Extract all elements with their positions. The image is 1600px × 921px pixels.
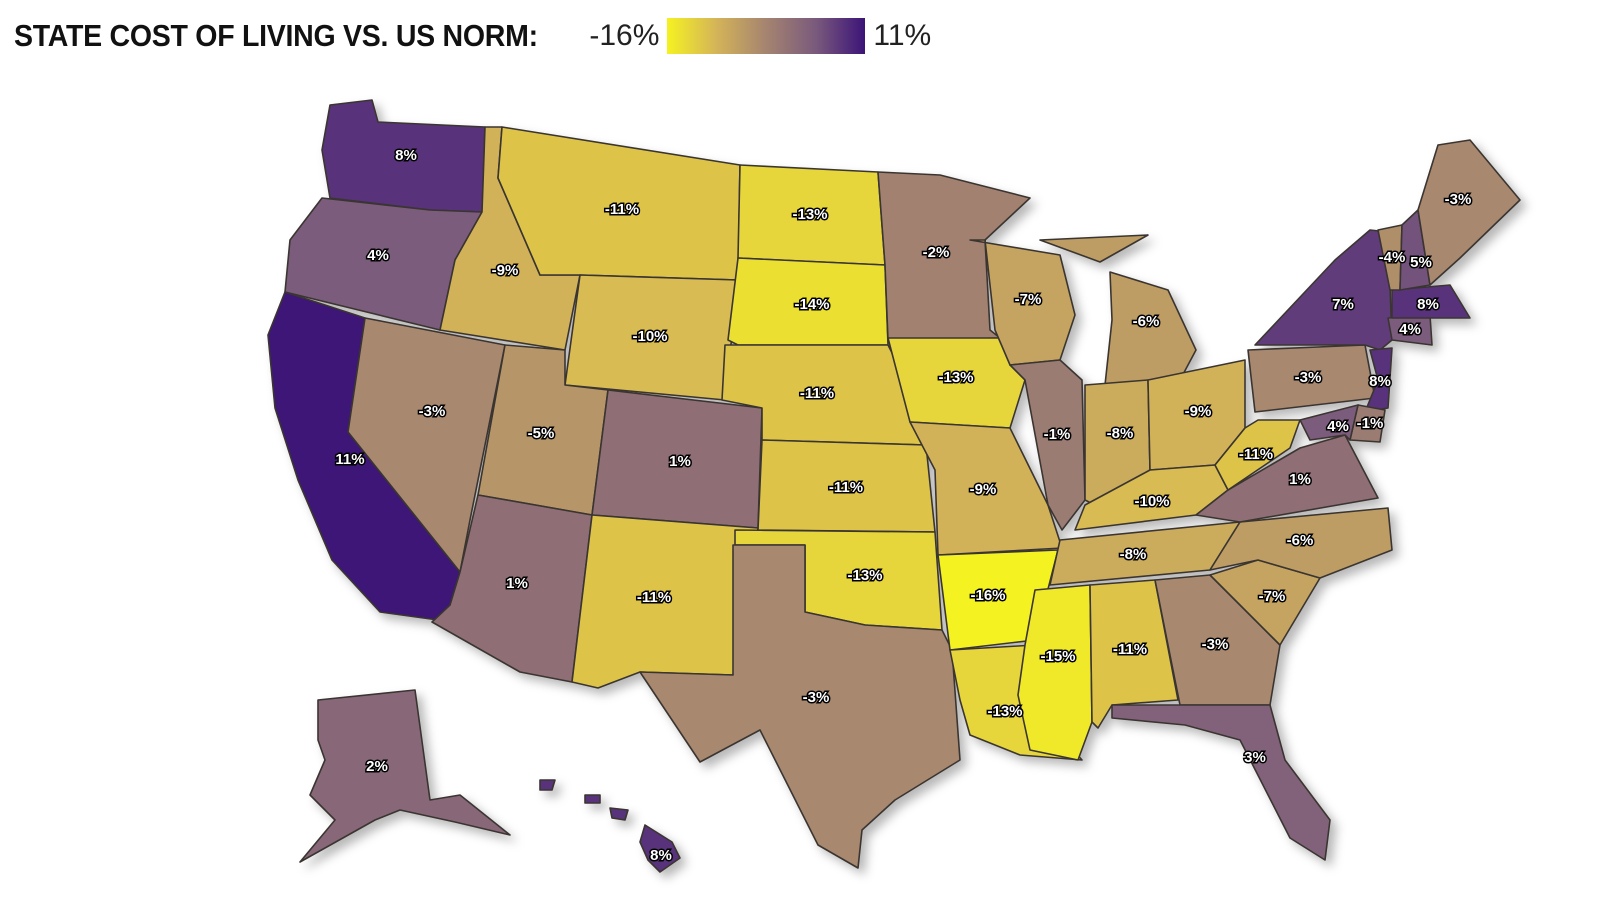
state-label-ny: 7%	[1332, 296, 1354, 313]
state-md	[1299, 404, 1359, 441]
state-label-va: 1%	[1289, 471, 1311, 488]
state-label-ga: -3%	[1202, 636, 1229, 653]
state-label-tx: -3%	[803, 689, 830, 706]
state-label-al: -11%	[1113, 641, 1147, 658]
state-label-oh: -9%	[1185, 403, 1212, 420]
state-tx	[639, 544, 961, 869]
state-label-nm: -11%	[637, 589, 671, 606]
state-label-ca: 11%	[335, 451, 364, 468]
state-label-nj: 8%	[1369, 373, 1391, 390]
state-nv	[347, 317, 506, 573]
state-hi	[539, 779, 681, 873]
state-label-wy: -10%	[632, 328, 667, 345]
state-ny	[1254, 229, 1393, 351]
state-label-wi: -7%	[1015, 291, 1042, 308]
state-label-tn: -8%	[1120, 546, 1147, 563]
state-label-hi: 8%	[650, 847, 672, 864]
state-label-ok: -13%	[847, 567, 882, 584]
state-il	[1009, 359, 1086, 531]
state-label-ks: -11%	[829, 479, 863, 496]
legend-max-label: 11%	[873, 19, 932, 52]
state-label-az: 1%	[506, 575, 528, 592]
state-label-nh: 5%	[1410, 254, 1432, 271]
state-label-wa: 8%	[395, 147, 417, 164]
state-mn	[877, 171, 1031, 341]
map-title: STATE COST OF LIVING VS. US NORM:	[14, 18, 538, 53]
state-label-nd: -13%	[792, 206, 827, 223]
state-label-mt: -11%	[605, 201, 639, 218]
state-label-pa: -3%	[1295, 369, 1322, 386]
state-label-mo: -9%	[970, 481, 997, 498]
state-label-ak: 2%	[366, 758, 388, 775]
state-label-wv: -11%	[1239, 446, 1273, 463]
state-label-il: -1%	[1044, 426, 1071, 443]
state-label-mi: -6%	[1133, 313, 1160, 330]
legend-color-bar	[667, 18, 866, 54]
state-label-md: 4%	[1327, 418, 1349, 435]
state-ga	[1154, 574, 1281, 706]
state-label-id: -9%	[492, 262, 519, 279]
state-label-la: -13%	[987, 703, 1022, 720]
state-label-sc: -7%	[1259, 588, 1286, 605]
state-label-ky: -10%	[1134, 493, 1169, 510]
state-label-ma: 8%	[1417, 296, 1439, 313]
state-ia	[887, 337, 1026, 429]
state-label-in: -8%	[1107, 425, 1134, 442]
state-label-mn: -2%	[923, 244, 950, 261]
state-va	[1195, 434, 1379, 523]
state-fl	[1111, 704, 1331, 861]
state-label-fl: 3%	[1244, 749, 1266, 766]
state-label-ms: -15%	[1040, 648, 1075, 665]
state-label-ia: -13%	[938, 369, 973, 386]
state-label-sd: -14%	[794, 296, 829, 313]
state-label-nc: -6%	[1287, 532, 1314, 549]
state-label-ut: -5%	[528, 425, 555, 442]
state-nc	[1209, 507, 1393, 579]
legend-min-label: -16%	[589, 19, 660, 52]
state-label-ar: -16%	[970, 587, 1005, 604]
state-ma	[1391, 284, 1471, 319]
state-label-ct: 4%	[1399, 321, 1421, 338]
state-label-vt: -4%	[1379, 249, 1406, 266]
state-me	[1417, 139, 1521, 286]
state-ak	[299, 689, 511, 863]
state-label-ne: -11%	[800, 385, 834, 402]
state-label-or: 4%	[367, 247, 389, 264]
state-label-co: 1%	[669, 453, 691, 470]
state-label-nv: -3%	[419, 403, 446, 420]
state-label-me: -3%	[1445, 191, 1472, 208]
state-label-de: -1%	[1357, 415, 1384, 432]
map-header: STATE COST OF LIVING VS. US NORM: -16% 1…	[14, 14, 931, 58]
